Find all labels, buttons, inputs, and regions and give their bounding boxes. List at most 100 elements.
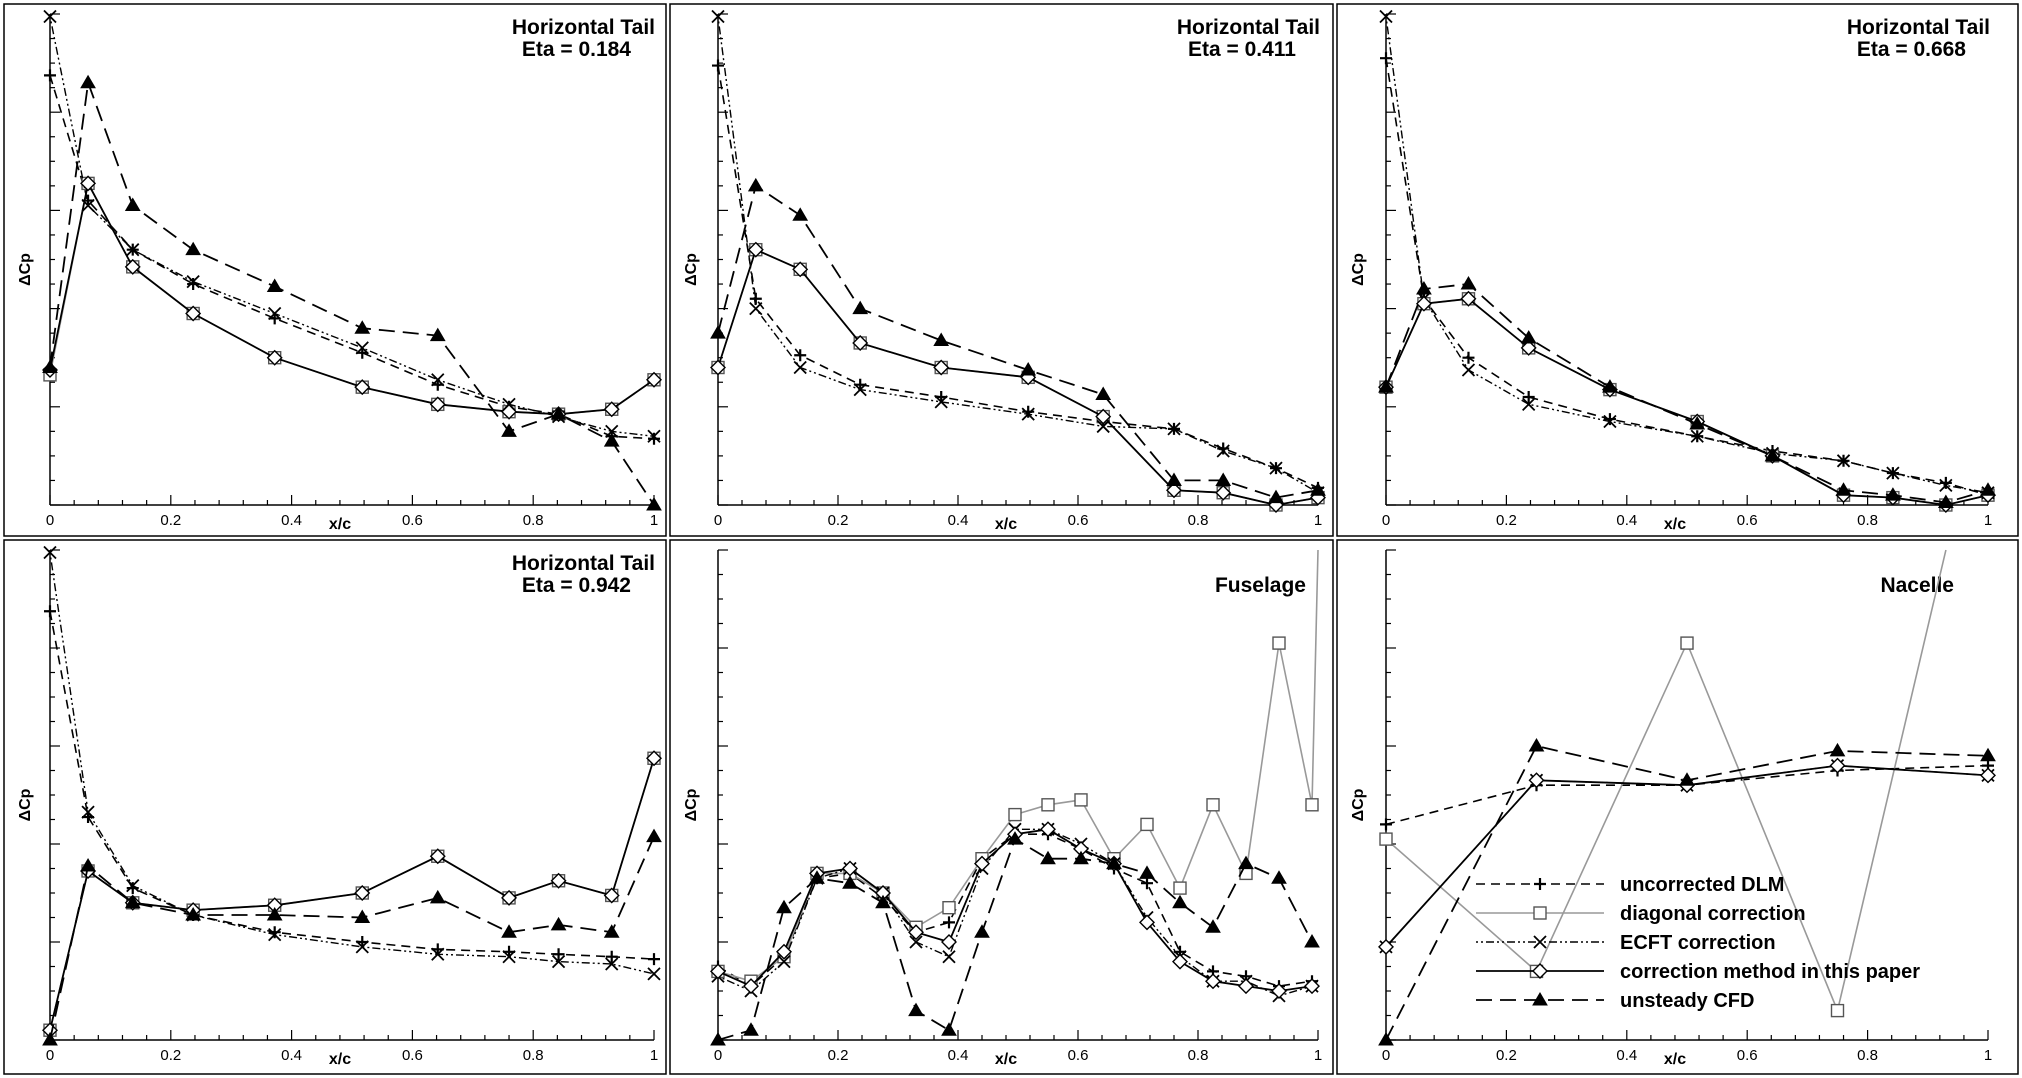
x-tick-label: 0.4 — [281, 1047, 302, 1064]
data-point — [941, 934, 957, 950]
data-point — [429, 848, 446, 865]
data-point — [710, 1032, 726, 1046]
data-point — [1886, 466, 1900, 480]
data-point — [974, 855, 990, 872]
data-point — [354, 320, 371, 334]
data-point — [44, 605, 56, 618]
panel-frame — [3, 539, 667, 1075]
data-point — [605, 424, 619, 438]
data-point — [1166, 482, 1182, 499]
data-point — [648, 953, 660, 966]
x-tick-label: 0 — [46, 1047, 54, 1064]
data-point — [42, 359, 58, 374]
data-point — [1378, 938, 1394, 955]
data-point — [603, 401, 620, 418]
panel-frame — [669, 3, 1334, 537]
data-point — [1836, 454, 1851, 468]
y-axis-label: ΔCp — [17, 788, 34, 821]
data-point — [501, 423, 517, 437]
data-point — [1140, 817, 1154, 832]
legend-marker — [1533, 935, 1547, 949]
y-axis-label: ΔCp — [17, 253, 34, 286]
data-point — [1041, 798, 1055, 812]
data-point — [550, 872, 567, 889]
data-point — [266, 907, 283, 921]
series-correction-method-in-this-paper — [42, 175, 662, 423]
data-point — [1269, 461, 1283, 475]
data-point — [552, 948, 565, 961]
data-point — [124, 894, 141, 909]
legend-marker — [1534, 878, 1546, 890]
data-point — [1522, 397, 1536, 411]
x-tick-label: 0 — [714, 512, 722, 529]
data-point — [187, 278, 200, 291]
x-axis-label: x/c — [329, 516, 351, 533]
data-point — [943, 916, 955, 929]
data-point — [1460, 276, 1477, 290]
x-tick-label: 0.4 — [1616, 1047, 1637, 1064]
data-point — [354, 379, 371, 396]
data-point — [1379, 9, 1393, 24]
legend-marker — [1532, 963, 1548, 979]
legend-entry-correction-method-in-this-paper: correction method in this paper — [1476, 961, 1920, 983]
data-point — [743, 978, 759, 995]
series-unsteady-cfd — [42, 74, 662, 511]
data-point — [1141, 877, 1153, 890]
panel-subtitle: Eta = 0.184 — [522, 38, 631, 61]
data-point — [710, 359, 726, 376]
data-point — [646, 497, 662, 511]
x-tick-label: 0.6 — [1068, 512, 1089, 529]
data-point — [1379, 832, 1393, 846]
data-point — [1139, 865, 1155, 879]
data-point — [646, 371, 662, 388]
data-point — [1020, 361, 1037, 376]
data-point — [1939, 476, 1952, 489]
panel-frame — [669, 539, 1334, 1075]
data-point — [646, 828, 662, 843]
data-point — [776, 899, 792, 914]
legend-marker — [1533, 906, 1547, 920]
data-point — [1830, 1003, 1845, 1018]
data-point — [126, 879, 140, 893]
data-point — [1106, 855, 1122, 870]
data-point — [1074, 793, 1088, 807]
x-axis-label: x/c — [995, 1051, 1017, 1068]
data-point — [1937, 494, 1954, 509]
x-tick-label: 0.6 — [1068, 1047, 1089, 1064]
panel-frame — [1336, 3, 2019, 537]
data-point — [605, 950, 618, 963]
data-point — [126, 243, 140, 257]
data-point — [603, 887, 620, 904]
data-point — [1520, 330, 1537, 344]
data-point — [1528, 772, 1545, 789]
x-tick-label: 0 — [46, 512, 54, 529]
x-tick-label: 1 — [650, 512, 658, 529]
data-point — [124, 258, 141, 275]
data-point — [268, 306, 282, 321]
data-point — [743, 1022, 759, 1036]
data-point — [80, 175, 97, 192]
series-unsteady-cfd — [1378, 738, 1996, 1046]
x-tick-label: 0.2 — [828, 512, 849, 529]
x-tick-label: 0.8 — [1188, 1047, 1209, 1064]
data-point — [185, 305, 202, 322]
data-point — [974, 924, 990, 938]
chart-panel-6: 0 0.2 0.4 0.6 0.8 1 x/c ΔCp Nacelle — [1336, 539, 2019, 1075]
data-point — [1829, 757, 1846, 774]
data-point — [550, 916, 567, 931]
data-point — [1460, 290, 1477, 307]
data-point — [1007, 831, 1023, 845]
data-point — [1380, 818, 1392, 831]
data-point — [1166, 472, 1182, 486]
data-point — [749, 301, 763, 316]
legend-entry-diagonal-correction: diagonal correction — [1476, 903, 1806, 925]
data-point — [1040, 821, 1056, 838]
chart-panel-5: 0 0.2 0.4 0.6 0.8 1 x/c ΔCp Fuselage — [669, 539, 1334, 1075]
data-point — [1378, 1032, 1394, 1046]
data-point — [933, 359, 950, 376]
x-axis-label: x/c — [995, 516, 1017, 533]
data-point — [1528, 738, 1545, 752]
data-point — [908, 924, 924, 941]
panel-title: Horizontal Tail — [1847, 16, 1990, 39]
